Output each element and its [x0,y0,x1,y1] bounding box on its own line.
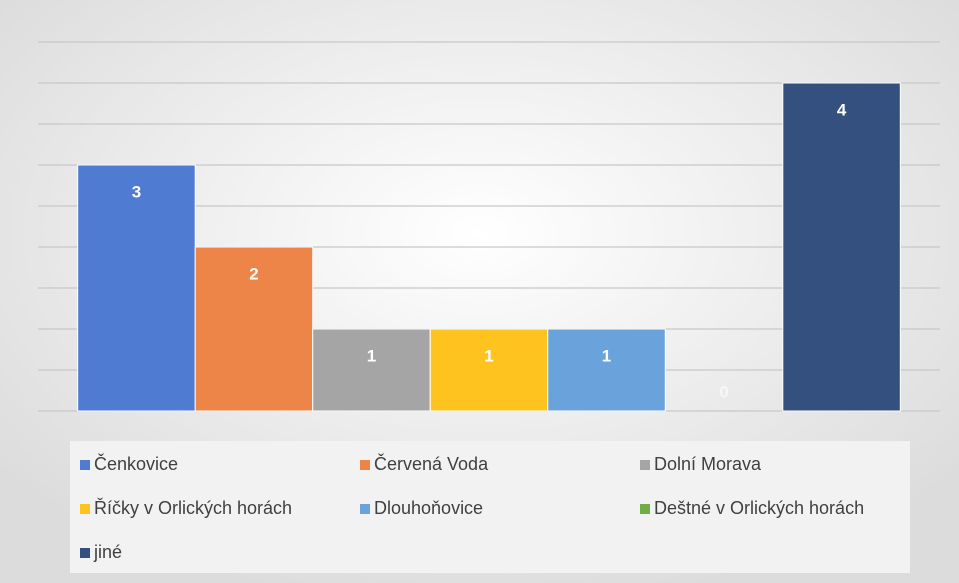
legend-label: Dolní Morava [654,454,762,474]
legend-swatch [80,460,90,470]
bar [77,164,196,412]
legend-swatch [80,504,90,514]
legend-swatch [640,460,650,470]
data-label: 1 [484,346,493,365]
legend-swatch [360,460,370,470]
bar [194,246,314,412]
data-label: 3 [132,182,141,201]
bar [547,328,666,412]
data-label: 1 [367,346,376,365]
legend-swatch [360,504,370,514]
legend-label: jiné [93,542,122,562]
bar [782,82,901,412]
legend-swatch [80,548,90,558]
legend-label: Dlouhoňovice [374,498,483,518]
bar [429,328,549,412]
legend-box [70,441,910,573]
data-label: 1 [602,346,611,365]
legend-label: Říčky v Orlických horách [94,498,292,518]
bar [312,328,431,412]
legend-label: Červená Voda [374,453,489,474]
legend-label: Čenkovice [94,453,178,474]
legend-swatch [640,504,650,514]
data-label: 0 [719,382,728,401]
legend-label: Deštné v Orlických horách [654,498,864,518]
data-label: 4 [837,100,847,119]
data-label: 2 [249,264,258,283]
